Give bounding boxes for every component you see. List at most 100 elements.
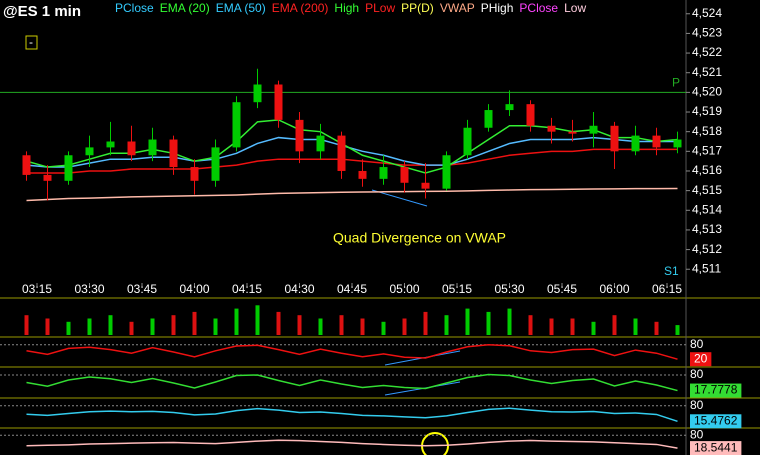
volume-bar [507, 308, 512, 335]
candle-body [106, 141, 115, 148]
level-label: P [672, 76, 680, 90]
volume-bar [339, 315, 344, 335]
candle-body [316, 135, 325, 152]
oscillator-line [26, 407, 678, 422]
candle-body [526, 104, 535, 126]
candle-body [673, 139, 682, 148]
volume-bar [108, 315, 113, 335]
indicator-line [26, 136, 678, 168]
legend-entry: PLow [365, 1, 395, 15]
volume-bar [360, 318, 365, 335]
y-tick-label: 4,517 [692, 143, 722, 157]
volume-bar [381, 321, 386, 335]
y-tick-label: 4,518 [692, 124, 722, 138]
legend-entry: EMA (50) [216, 1, 266, 15]
volume-bar [129, 321, 134, 335]
candle-body [379, 167, 388, 179]
volume-bar [528, 315, 533, 335]
y-tick-label: 4,523 [692, 26, 722, 40]
candle-body [64, 155, 73, 181]
value-label: 15.4762 [694, 413, 738, 427]
y-tick-label: 4,519 [692, 104, 722, 118]
candle-body [232, 102, 241, 148]
y-tick-label: 4,520 [692, 85, 722, 99]
oscillator-line [26, 344, 678, 360]
value-label: 17.7778 [694, 383, 738, 397]
volume-bar [87, 318, 92, 335]
candle-body [22, 155, 31, 175]
x-tick-label: 03:45 [127, 282, 157, 296]
candle-body [400, 167, 409, 183]
legend-entry: EMA (200) [272, 1, 329, 15]
volume-bar [486, 311, 491, 335]
volume-bar [549, 318, 554, 335]
candle-body [211, 147, 220, 181]
volume-bar [24, 315, 29, 335]
volume-bar [297, 315, 302, 335]
volume-bar [318, 318, 323, 335]
volume-bar [171, 315, 176, 335]
legend-entry: High [334, 1, 359, 15]
volume-bar [402, 318, 407, 335]
candle-body [253, 84, 262, 103]
volume-bar [633, 318, 638, 335]
volume-bar [612, 315, 617, 335]
annotation: Quad Divergence on VWAP [333, 230, 506, 246]
y-tick-label: 80 [690, 398, 704, 412]
candle-body [127, 141, 136, 156]
legend-entry: VWAP [440, 1, 475, 15]
candle-body [505, 104, 514, 111]
volume-bar [66, 321, 71, 335]
candle-body [568, 131, 577, 134]
value-label: 20 [694, 351, 708, 365]
volume-bar [150, 318, 155, 335]
divergence-line [371, 189, 428, 207]
x-tick-label: 05:00 [389, 282, 419, 296]
y-tick-label: 4,513 [692, 222, 722, 236]
value-label-box [690, 383, 742, 398]
value-label-box [690, 441, 742, 455]
candle-body [358, 170, 367, 179]
y-tick-label: 4,521 [692, 65, 722, 79]
y-tick-label: 4,522 [692, 45, 722, 59]
candle-body [442, 155, 451, 189]
volume-bar [591, 321, 596, 335]
value-label: 18.5441 [694, 440, 738, 454]
collapse-box[interactable] [25, 35, 38, 50]
y-tick-label: 4,514 [692, 202, 722, 216]
y-tick-label: 4,511 [692, 261, 721, 275]
volume-bar [570, 318, 575, 335]
candle-body [589, 125, 598, 134]
candle-body [85, 147, 94, 156]
candle-body [190, 167, 199, 181]
x-tick-label: 04:15 [232, 282, 262, 296]
candle-body [295, 119, 304, 152]
legend-entry: EMA (20) [160, 1, 210, 15]
oscillator-line [26, 373, 678, 392]
candle-body [337, 135, 346, 171]
legend-entry: PClose [519, 1, 558, 15]
value-label-box [690, 352, 712, 367]
y-tick-label: 80 [690, 367, 704, 381]
indicator-line [26, 187, 678, 202]
x-tick-label: 04:00 [179, 282, 209, 296]
volume-bar [465, 308, 470, 335]
x-tick-label: 04:30 [284, 282, 314, 296]
candle-body [547, 125, 556, 132]
candle-body [148, 139, 157, 156]
value-label-box [690, 414, 742, 429]
x-tick-label: 06:15 [652, 282, 682, 296]
x-tick-label: 03:30 [74, 282, 104, 296]
volume-bar [255, 305, 260, 335]
y-tick-label: 4,516 [692, 163, 722, 177]
x-tick-label: 04:45 [337, 282, 367, 296]
x-tick-label: 05:45 [547, 282, 577, 296]
x-tick-label: 05:15 [442, 282, 472, 296]
volume-bar [192, 311, 197, 335]
chart-title: @ES 1 min [3, 3, 81, 20]
volume-bar [423, 311, 428, 335]
volume-bar [45, 318, 50, 335]
y-tick-label: 80 [690, 427, 704, 441]
